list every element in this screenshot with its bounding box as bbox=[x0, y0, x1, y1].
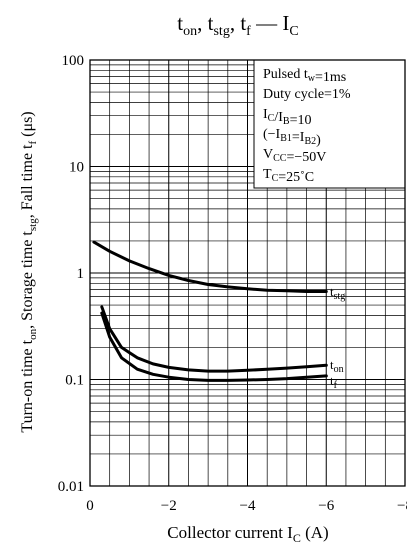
x-tick-label: −6 bbox=[318, 498, 334, 514]
condition-text: IC/IB=10 bbox=[263, 107, 311, 128]
y-tick-label: 0.01 bbox=[58, 479, 84, 495]
series-label-on: ton bbox=[330, 357, 344, 375]
series-lines bbox=[92, 240, 328, 382]
x-tick-label: 0 bbox=[86, 498, 94, 514]
conditions-box bbox=[253, 59, 406, 189]
series-line-f bbox=[100, 311, 328, 382]
condition-text: (−IB1=IB2) bbox=[263, 127, 321, 148]
condition-text: TC=25˚C bbox=[263, 167, 314, 185]
x-tick-label: −2 bbox=[161, 498, 177, 514]
series-line-on bbox=[100, 305, 328, 373]
series-label-stg: tstg bbox=[330, 284, 345, 302]
chart-title: ton, tstg, tf — IC bbox=[177, 11, 298, 39]
series-line-stg bbox=[92, 240, 328, 293]
condition-text: Duty cycle=1% bbox=[263, 87, 351, 102]
y-tick-label: 100 bbox=[62, 53, 85, 69]
plot-frame bbox=[89, 59, 406, 487]
x-tick-label: −4 bbox=[240, 498, 256, 514]
condition-text: VCC=−50V bbox=[263, 147, 326, 165]
y-tick-label: 1 bbox=[77, 266, 85, 282]
series-label-f: tf bbox=[330, 373, 338, 391]
x-tick-label: −8 bbox=[397, 498, 407, 514]
x-axis-label: Collector current IC (A) bbox=[167, 523, 328, 545]
y-tick-label: 0.1 bbox=[65, 373, 84, 389]
y-axis-label: Turn-on time ton, Storage time tstg, Fal… bbox=[19, 111, 39, 432]
condition-text: Pulsed tw=1ms bbox=[263, 67, 346, 85]
chart-grid bbox=[89, 60, 406, 487]
y-tick-label: 10 bbox=[69, 160, 84, 176]
chart-labels: Pulsed tw=1ms Duty cycle=1% IC/IB=10(−IB1=… bbox=[19, 11, 407, 545]
